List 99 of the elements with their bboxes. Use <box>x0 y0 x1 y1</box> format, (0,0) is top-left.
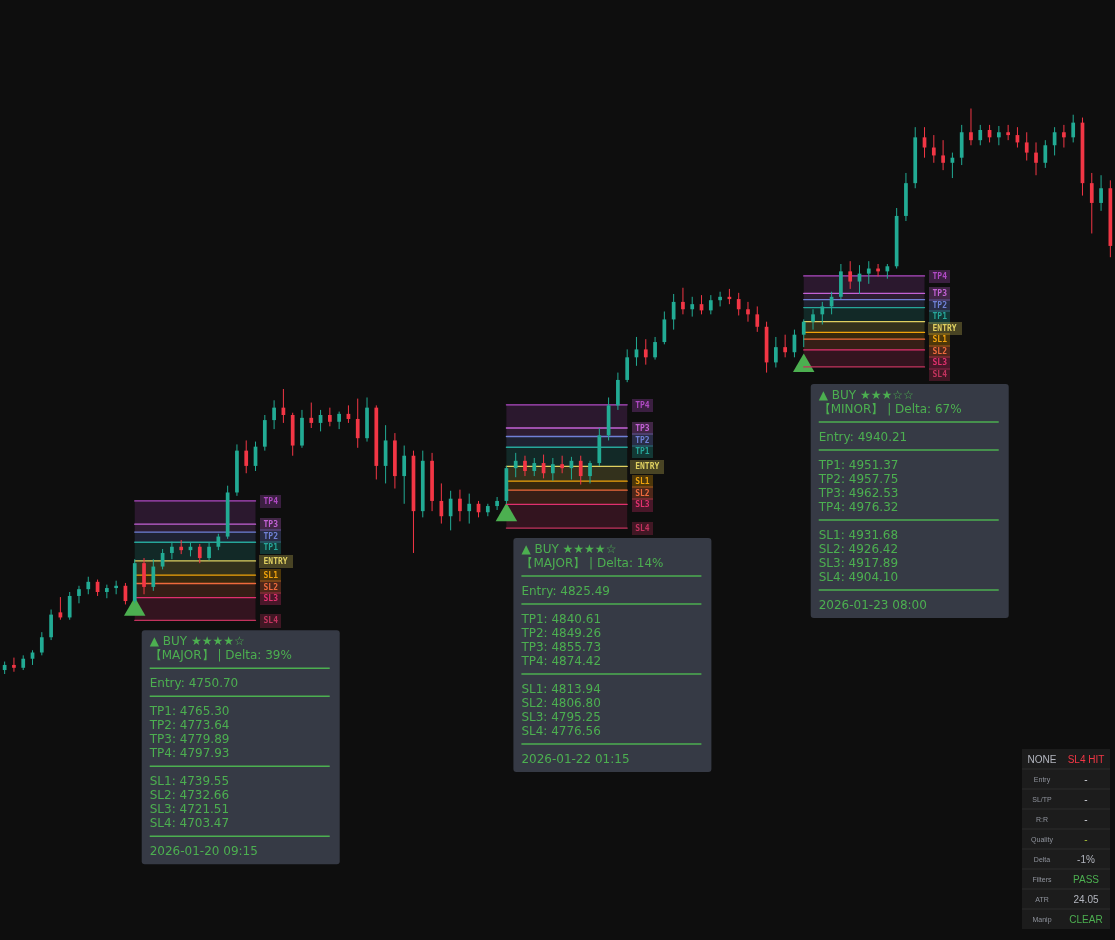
candlestick <box>931 134 936 164</box>
series-label: SL4 <box>263 616 279 626</box>
candlestick <box>671 293 676 331</box>
candlestick <box>272 399 276 430</box>
candlestick <box>746 301 750 323</box>
candlestick <box>458 489 462 522</box>
text: PASS <box>1073 873 1100 885</box>
candlestick <box>848 260 853 290</box>
text: - <box>1084 813 1088 825</box>
candlestick <box>328 407 332 427</box>
text: TP1 <box>263 543 278 553</box>
text: TP4 <box>932 271 947 281</box>
candlestick <box>969 108 973 146</box>
text: TP2 <box>635 435 650 445</box>
series-label: TP3 <box>263 520 279 530</box>
text: SL4 HIT <box>1067 753 1105 765</box>
text: ENTRY <box>635 462 660 472</box>
text: TP3 <box>635 424 650 434</box>
candlestick <box>1034 141 1038 176</box>
candlestick <box>197 543 202 564</box>
text: SL4 <box>635 524 650 534</box>
candlestick <box>244 439 249 474</box>
text: SL3 <box>263 594 278 604</box>
text: ▲ BUY ★★★★☆ 【MAJOR】 | Delta: 39% Entry: 4750.70 TP1: 4765.30 TP2: 4773.64 TP3: 4779.89 TP4: 4797.93 SL1: 4739.55 SL2: 4732.66 SL3: 4721.51 SL4: 4703.47 2026-01-20 09:15 <box>149 634 292 859</box>
candlestick <box>439 482 444 525</box>
candlestick <box>941 139 945 171</box>
candlestick <box>866 260 871 285</box>
text: SL3 <box>932 358 947 368</box>
text: ▲ BUY ★★★★☆ 【MAJOR】 | Delta: 14% Entry: 4825.49 TP1: 4840.61 TP2: 4849.26 TP3: 4855.73 TP4: 4874.42 SL1: 4813.94 SL2: 4806.80 SL3: 4795.25 SL4: 4776.56 2026-01-22 01:15 <box>521 542 664 767</box>
series-label: SL1 <box>635 477 650 487</box>
candlestick <box>551 457 555 482</box>
candlestick <box>662 311 667 345</box>
candlestick <box>708 294 713 315</box>
text: ▲ BUY ★★★☆☆ 【MINOR】 | Delta: 67% Entry: 4940.21 TP1: 4951.37 TP2: 4957.75 TP3: 4962.53 TP4: 4976.32 SL1: 4931.68 SL2: 4926.42 SL3: 4917.89 SL4: 4904.10 2026-01-23 08:00 <box>818 387 962 612</box>
text: SL4 <box>932 369 947 379</box>
candlestick <box>978 124 983 146</box>
series-label: TP2 <box>263 531 279 541</box>
candlestick <box>105 584 109 599</box>
candlestick <box>77 585 81 604</box>
candlestick <box>532 457 537 477</box>
candlestick <box>774 336 778 368</box>
candlestick <box>1043 139 1048 169</box>
series-label: TP4 <box>263 496 279 506</box>
candlestick <box>513 452 518 478</box>
candlestick <box>39 631 44 656</box>
candlestick <box>653 336 657 361</box>
candlestick <box>142 557 146 595</box>
candlestick <box>783 334 787 358</box>
candlestick <box>1099 174 1103 212</box>
text: CLEAR <box>1069 913 1103 925</box>
text: TP4 <box>635 400 650 410</box>
candlestick <box>12 657 16 673</box>
candlestick <box>588 460 592 484</box>
text: -1% <box>1077 853 1095 865</box>
text: SL1 <box>263 571 278 581</box>
candlestick <box>402 445 407 505</box>
text: - <box>1084 773 1088 785</box>
text: SL1 <box>932 335 947 345</box>
candlestick <box>1089 172 1094 234</box>
candlestick <box>560 455 564 474</box>
candlestick <box>114 580 118 595</box>
text: SL2 <box>635 488 650 498</box>
candlestick <box>736 292 741 316</box>
text: - <box>1084 793 1088 805</box>
candlestick <box>681 287 685 315</box>
text: TP2 <box>932 300 947 310</box>
candlestick <box>309 402 314 429</box>
candlestick <box>997 125 1001 146</box>
text: SL2 <box>932 346 947 356</box>
candlestick <box>755 305 760 333</box>
text: ENTRY <box>932 323 957 333</box>
candlestick <box>718 291 722 307</box>
series-label: TP1 <box>635 447 650 457</box>
candlestick <box>801 318 806 348</box>
candlestick <box>337 411 341 430</box>
text: NONE <box>1027 753 1057 765</box>
candlestick <box>578 455 583 486</box>
series-label: ENTRY <box>263 556 288 566</box>
candlestick <box>1071 114 1076 143</box>
text: 24.05 <box>1073 893 1099 905</box>
candlestick <box>448 490 453 531</box>
candlestick <box>49 609 53 641</box>
text: - <box>1084 833 1088 845</box>
candlestick <box>690 296 695 318</box>
candlestick <box>1006 124 1011 141</box>
text: TP3 <box>932 289 947 299</box>
candlestick <box>523 455 527 477</box>
series-label: SL3 <box>635 500 650 510</box>
candlestick <box>151 558 156 592</box>
candlestick <box>67 591 72 621</box>
candlestick <box>625 348 630 383</box>
text: TP1 <box>932 312 947 322</box>
candlestick <box>1062 124 1066 149</box>
candlestick <box>643 338 648 366</box>
candlestick <box>355 398 360 449</box>
series-label: SL2 <box>263 582 279 592</box>
candlestick <box>495 496 499 511</box>
candlestick <box>1024 131 1029 162</box>
candlestick <box>467 493 472 525</box>
